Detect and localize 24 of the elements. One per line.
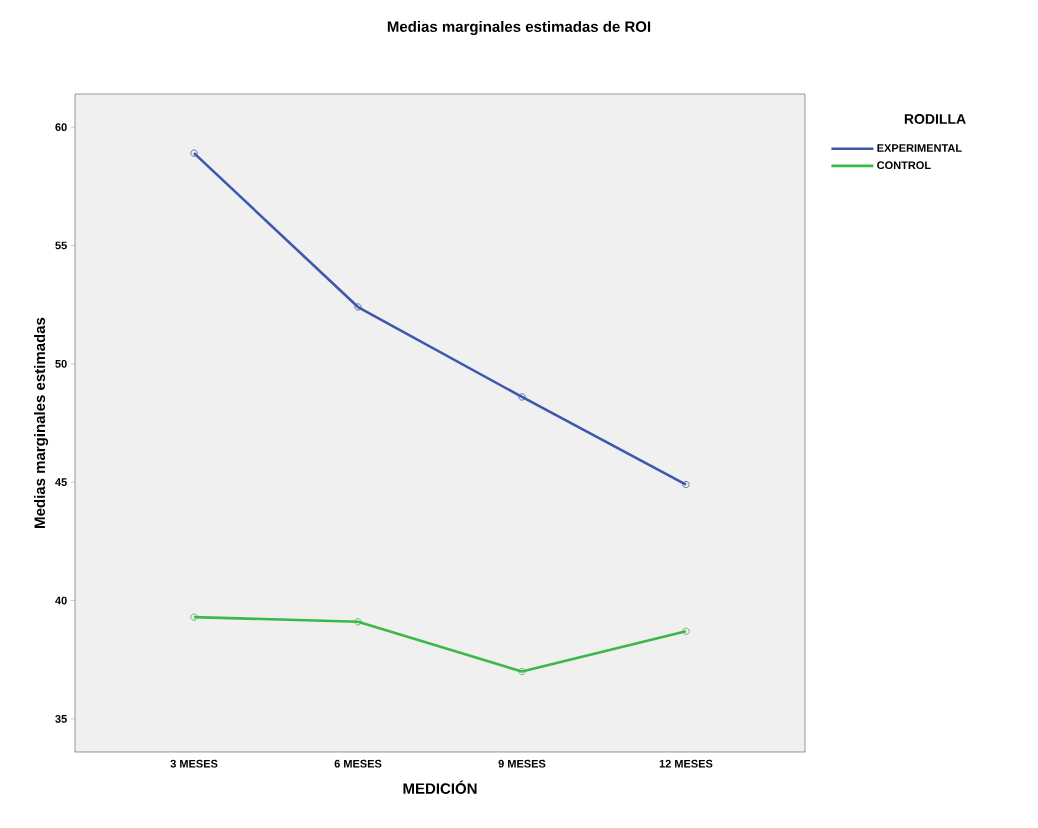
point	[518, 667, 526, 676]
x-tick-label: 3 MESES	[170, 759, 218, 768]
x-axis-title: MEDICIÓN	[403, 780, 477, 794]
point	[682, 480, 690, 489]
point	[354, 303, 362, 311]
y-tick-label: 35	[55, 714, 67, 723]
legend-title: RODILLA	[904, 114, 966, 124]
y-tick-label: 55	[55, 241, 67, 250]
legend-label: EXPERIMENTAL	[877, 144, 962, 152]
x-tick-label: 6 MESES	[334, 759, 382, 768]
x-tick-label: 9 MESES	[498, 759, 546, 768]
point	[190, 149, 198, 157]
x-tick-label: 12 MESES	[659, 759, 713, 768]
chart-title: Medias marginales estimadas de ROI	[387, 20, 651, 36]
point	[190, 613, 198, 621]
point	[682, 627, 690, 635]
y-tick-label: 50	[55, 359, 67, 368]
y-tick-label: 40	[55, 596, 67, 605]
point	[518, 393, 526, 401]
y-axis-title: Medias marginales estimadas	[34, 317, 49, 528]
y-tick-label: 45	[55, 478, 67, 487]
legend-label: CONTROL	[877, 161, 931, 170]
point	[354, 618, 362, 626]
y-tick-label: 60	[55, 123, 67, 132]
